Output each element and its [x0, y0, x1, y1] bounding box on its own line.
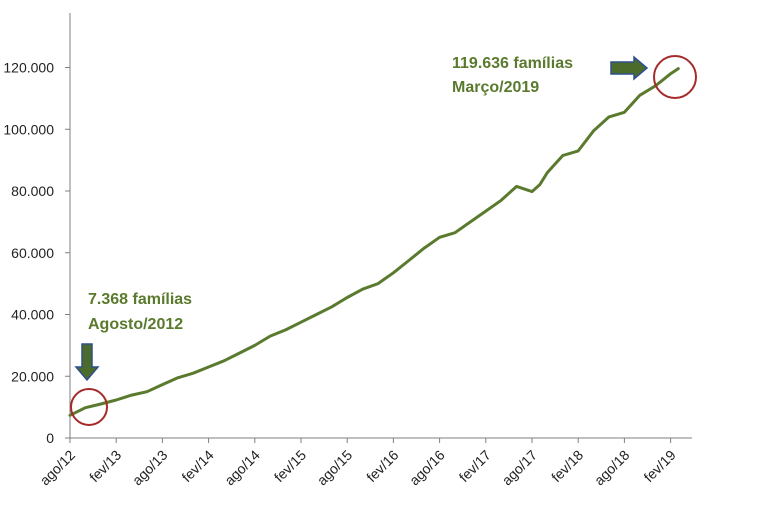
x-tick-label: fev/17	[456, 447, 494, 485]
start-annotation: 7.368 famílias Agosto/2012	[70, 291, 192, 426]
start-annotation-count: 7.368 famílias	[88, 291, 192, 308]
series-line	[68, 67, 680, 417]
start-highlight-circle	[70, 388, 108, 426]
x-tick-label: ago/18	[591, 447, 633, 489]
x-tick-label: fev/16	[363, 447, 401, 485]
x-tick-label: ago/13	[129, 447, 171, 489]
y-axis: 0 20.000 40.000 60.000 80.000 100.000 120.000	[3, 13, 71, 446]
y-tick-label: 80.000	[11, 183, 54, 199]
y-tick-label: 120.000	[3, 60, 54, 76]
x-tick-label: ago/17	[499, 447, 541, 489]
end-annotation: 119.636 famílias Março/2019	[452, 55, 697, 99]
x-tick-label: fev/13	[86, 447, 124, 485]
right-arrow-icon	[610, 55, 649, 81]
x-tick-label: fev/15	[271, 447, 309, 485]
y-tick-label: 0	[46, 430, 54, 446]
y-tick-label: 20.000	[11, 368, 54, 384]
end-annotation-count: 119.636 famílias	[452, 55, 573, 72]
x-tick-label: fev/18	[548, 447, 586, 485]
y-tick-label: 60.000	[11, 245, 54, 261]
x-tick-label: ago/12	[37, 447, 79, 489]
series-layer	[68, 67, 680, 417]
y-tick-label: 100.000	[3, 121, 54, 137]
end-highlight-circle	[653, 55, 697, 99]
x-tick-label: ago/15	[314, 447, 356, 489]
x-tick-label: ago/14	[221, 447, 263, 489]
end-annotation-date: Março/2019	[452, 79, 539, 96]
x-axis: ago/12 fev/13 ago/13 fev/14 ago/14 fev/15 ago/…	[37, 437, 692, 489]
x-tick-label: fev/14	[178, 447, 216, 485]
x-tick-label: ago/16	[406, 447, 448, 489]
down-arrow-icon	[74, 343, 100, 382]
y-tick-label: 40.000	[11, 307, 54, 323]
start-annotation-date: Agosto/2012	[88, 316, 183, 333]
x-tick-label: fev/19	[640, 447, 678, 485]
